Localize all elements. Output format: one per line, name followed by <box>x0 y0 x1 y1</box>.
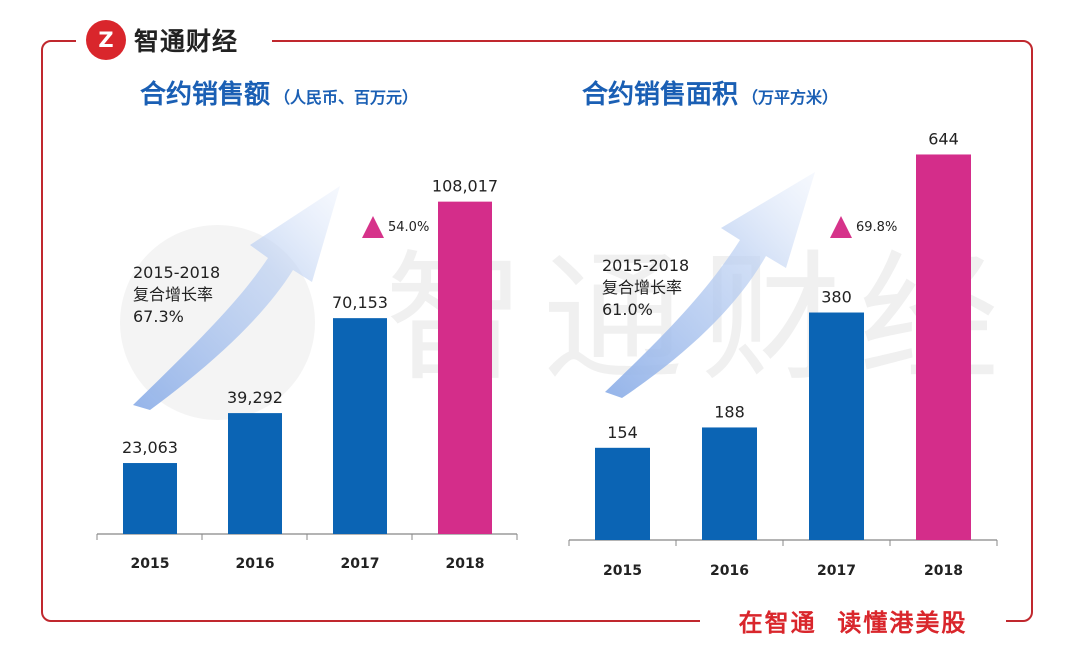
cagr-period: 2015-2018 <box>602 256 690 275</box>
data-label: 70,153 <box>332 293 388 312</box>
cagr-annotation-right: 2015-2018 复合增长率 61.0% <box>602 255 689 321</box>
chart-title-sales-amount: 合约销售额 （人民币、百万元） <box>140 74 418 111</box>
growth-arrow-left <box>133 186 340 410</box>
bar-2018 <box>916 154 971 540</box>
x-tick-label: 2016 <box>710 563 749 579</box>
bar-2017 <box>333 318 387 534</box>
cagr-annotation-left: 2015-2018 复合增长率 67.3% <box>133 262 220 328</box>
up-triangle-icon <box>830 216 852 238</box>
chart-title-sales-area: 合约销售面积 （万平方米） <box>582 74 838 111</box>
x-tick-label: 2017 <box>341 556 380 572</box>
chart-title-text: 合约销售面积 <box>582 80 739 110</box>
growth-badge-left: 54.0% <box>362 216 429 238</box>
footer-slogan: 在智通 读懂港美股 <box>738 608 968 637</box>
x-tick-label: 2015 <box>131 556 170 572</box>
data-label: 644 <box>928 129 959 148</box>
x-tick-label: 2016 <box>236 556 275 572</box>
cagr-period: 2015-2018 <box>133 263 221 282</box>
up-triangle-icon <box>362 216 384 238</box>
data-label: 39,292 <box>227 388 283 407</box>
chart-left: 23,063 2015 39,292 2016 70,153 2017 108,017 201… <box>96 177 518 572</box>
bar-2017 <box>809 312 864 540</box>
logo-icon: Z <box>86 20 126 60</box>
growth-arrow-right <box>605 172 815 398</box>
footer-slogan-box: 在智通 读懂港美股 <box>700 603 1006 637</box>
x-tick-label: 2017 <box>817 563 856 579</box>
cagr-value: 61.0% <box>602 300 653 319</box>
growth-badge-right: 69.8% <box>830 216 897 238</box>
growth-value: 69.8% <box>856 219 898 235</box>
x-tick-label: 2018 <box>924 563 963 579</box>
brand-name: 智通财经 <box>134 27 239 56</box>
bar-2015 <box>595 447 650 540</box>
cagr-label: 复合增长率 <box>133 285 214 304</box>
cagr-value: 67.3% <box>133 307 184 326</box>
brand-logo: Z 智通财经 <box>76 18 272 62</box>
bar-2016 <box>228 413 282 534</box>
bar-2015 <box>123 463 177 534</box>
bar-2018 <box>438 201 492 534</box>
data-label: 188 <box>714 402 745 421</box>
data-label: 154 <box>607 423 638 442</box>
cagr-label: 复合增长率 <box>602 278 683 297</box>
chart-unit: （人民币、百万元） <box>274 88 419 107</box>
data-label: 23,063 <box>122 438 178 457</box>
data-label: 380 <box>821 288 852 307</box>
x-tick-label: 2015 <box>603 563 642 579</box>
bar-2016 <box>702 427 757 540</box>
border-frame <box>41 40 1033 622</box>
data-label: 108,017 <box>432 177 498 196</box>
chart-unit: （万平方米） <box>742 88 839 107</box>
x-tick-label: 2018 <box>446 556 485 572</box>
growth-value: 54.0% <box>388 219 430 235</box>
chart-title-text: 合约销售额 <box>140 80 271 110</box>
chart-right: 154 2015 188 2016 380 2017 644 2018 <box>568 129 998 579</box>
